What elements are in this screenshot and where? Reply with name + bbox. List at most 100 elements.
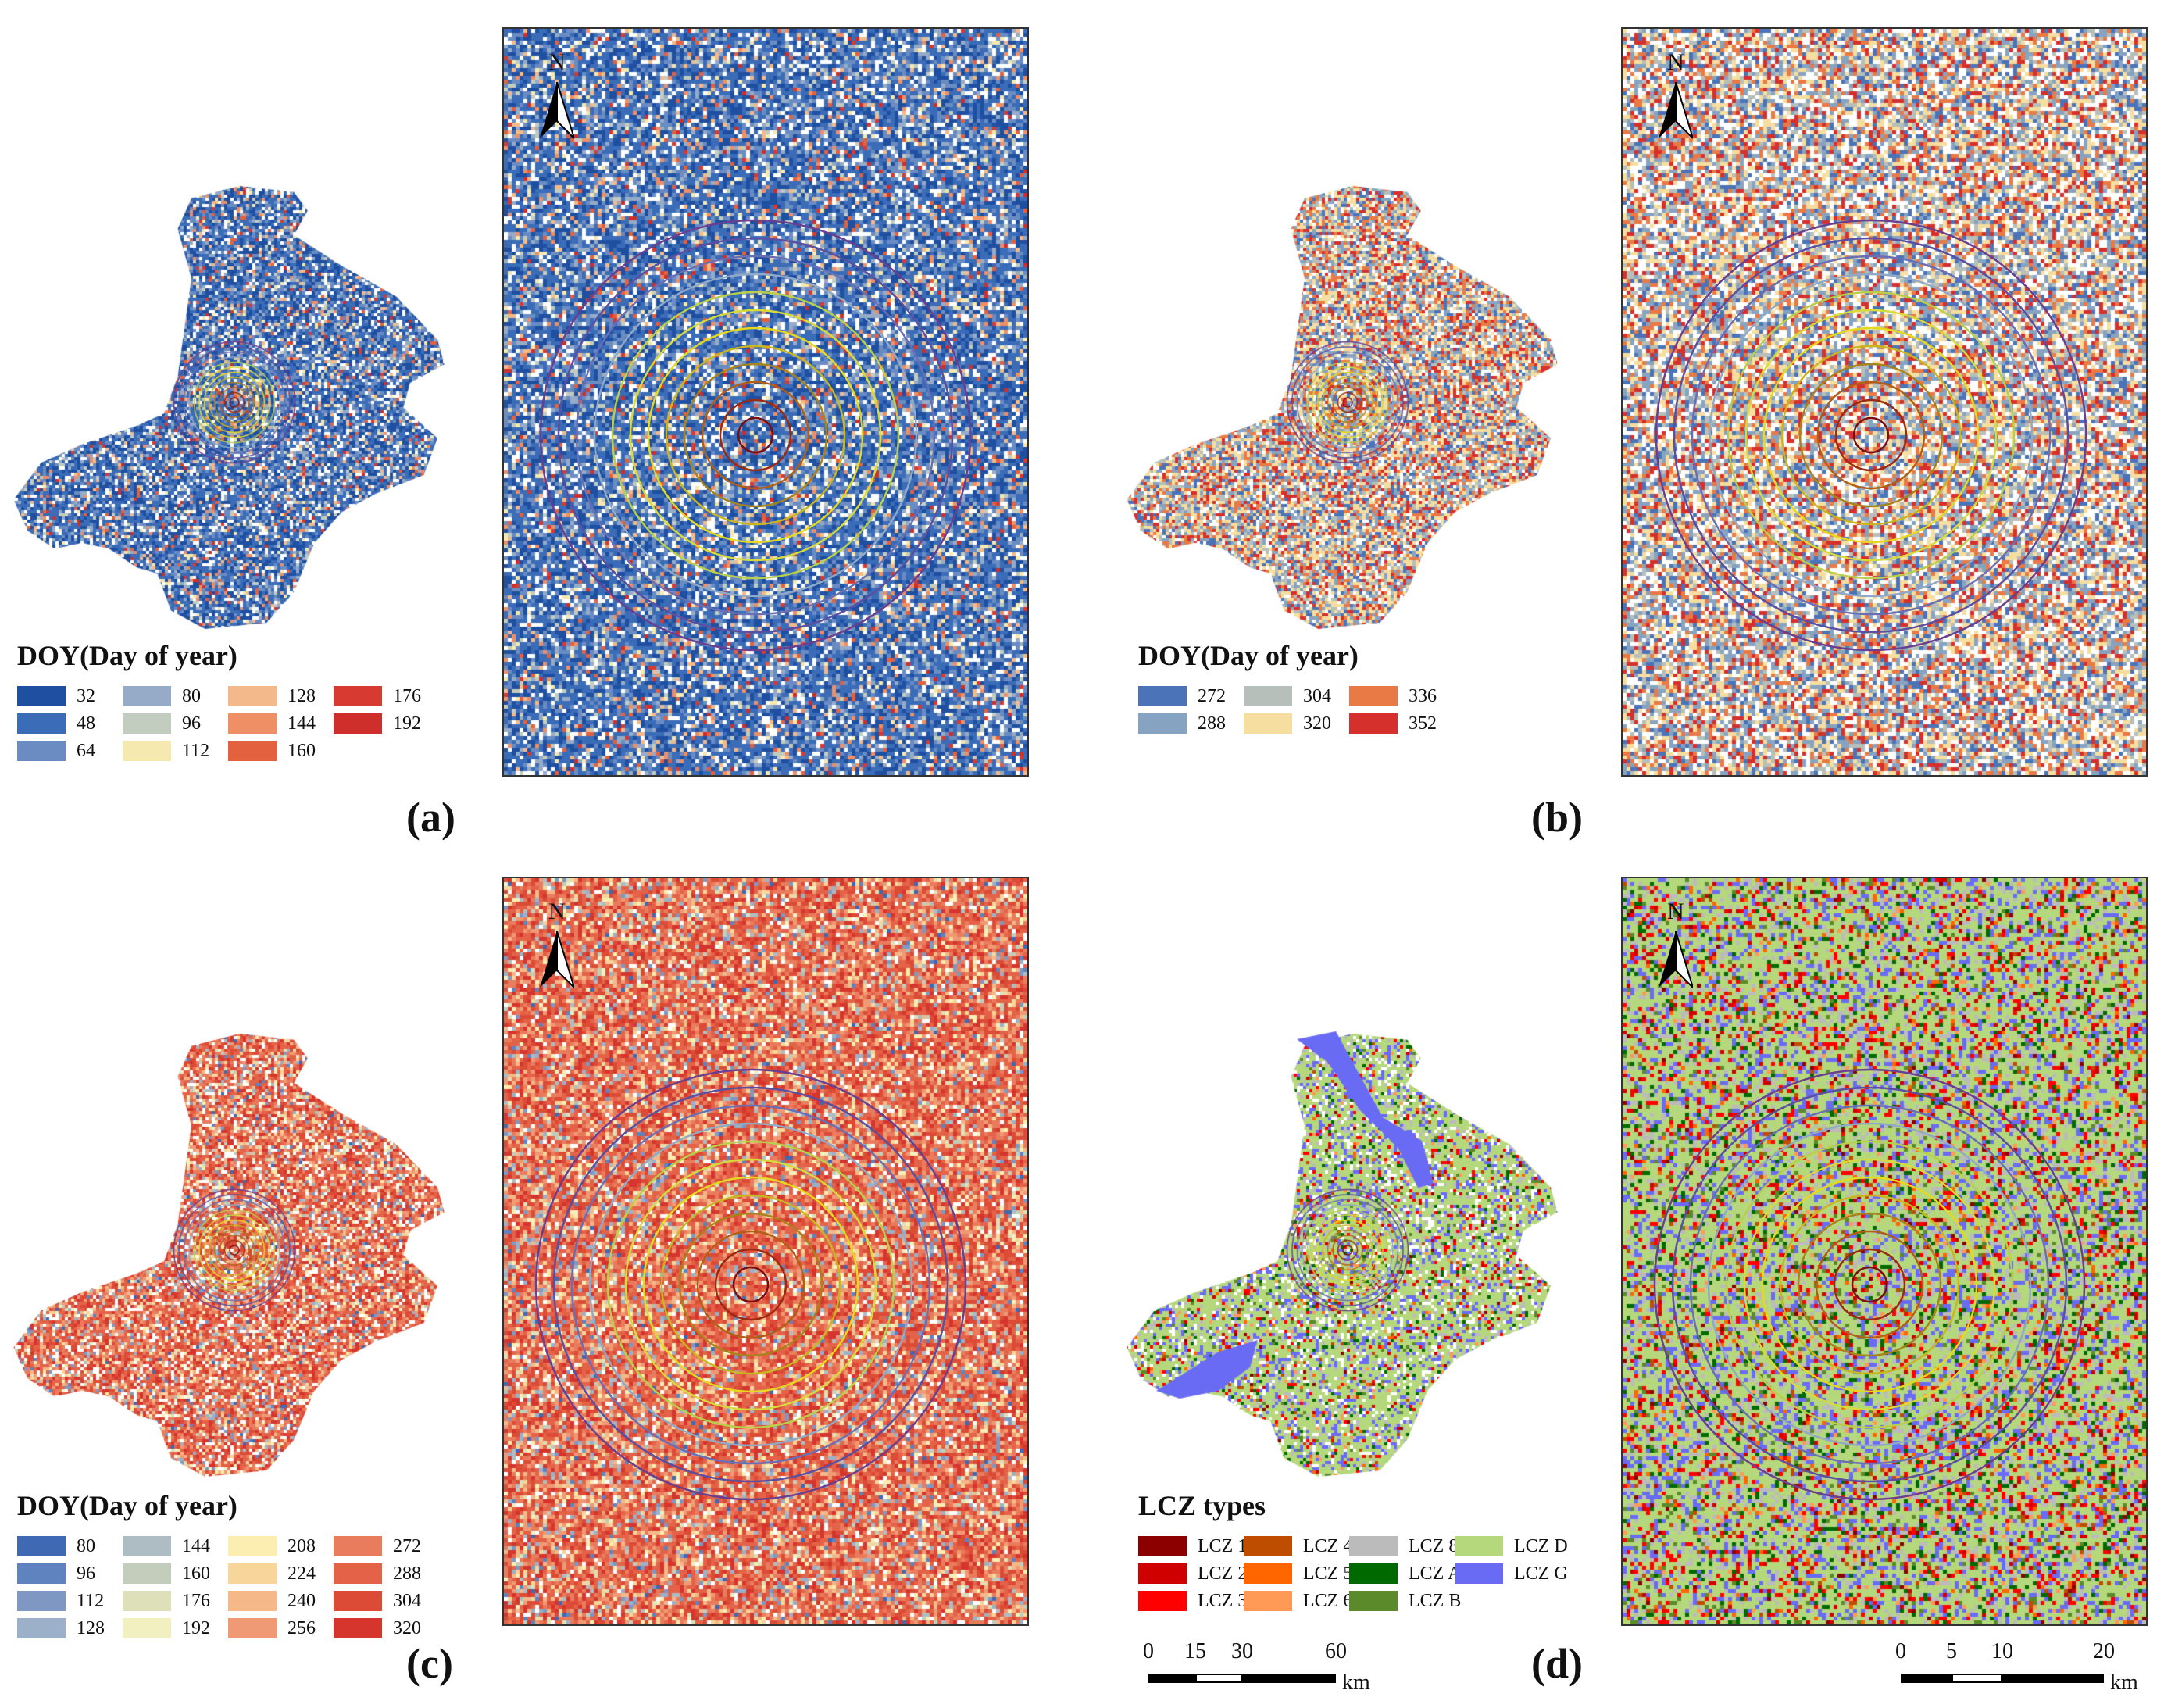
north-label: N (1667, 899, 1684, 924)
buffer-ring (737, 416, 774, 454)
buffer-ring (534, 1068, 967, 1501)
legend-label: 128 (77, 1618, 105, 1638)
buffer-ring (1744, 309, 1998, 562)
legend-label: LCZ A (1409, 1563, 1462, 1584)
legend-label: 96 (182, 713, 201, 734)
legend-a: DOY(Day of year) 32 48 64 80 96 112 128 144 160 1… (17, 639, 421, 761)
legend-label: 336 (1409, 686, 1437, 706)
legend-title: DOY(Day of year) (17, 640, 237, 671)
scale-segment (1901, 1674, 1952, 1683)
legend-label: LCZ B (1409, 1591, 1462, 1611)
legend-swatch (123, 741, 171, 761)
scale-unit: km (2110, 1670, 2138, 1695)
legend-label: LCZ 4 (1303, 1536, 1353, 1556)
scale-tick-label: 5 (1946, 1639, 1957, 1663)
buffer-ring (1653, 1068, 2086, 1501)
legend-label: 288 (1198, 713, 1226, 734)
legend-label: 304 (393, 1591, 421, 1611)
scale-segment (2002, 1674, 2104, 1683)
overview-map-a (12, 176, 457, 637)
buffer-ring (1851, 1266, 1888, 1303)
buffer-ring (1798, 363, 1944, 508)
legend-swatch (1349, 1591, 1398, 1611)
scale-tick-label: 0 (1895, 1639, 1906, 1663)
buffer-ring (719, 398, 792, 472)
legend-label: 144 (182, 1536, 210, 1556)
scale-segment (1148, 1674, 1195, 1683)
legend-swatch (123, 1536, 171, 1556)
north-label: N (1667, 49, 1684, 75)
scale-tick-label: 60 (1325, 1639, 1347, 1663)
legend-label: 272 (393, 1536, 421, 1556)
legend-swatch (1244, 1563, 1292, 1584)
legend-label: 224 (287, 1563, 316, 1584)
legend-label: LCZ 3 (1198, 1591, 1248, 1611)
scale-tick-label: 30 (1231, 1639, 1253, 1663)
scale-tick-label: 15 (1184, 1639, 1206, 1663)
legend-swatch (1138, 1563, 1187, 1584)
buffer-ring (1671, 1086, 2068, 1483)
legend-label: 32 (77, 686, 95, 706)
legend-swatch (17, 1563, 66, 1584)
legend-swatch (228, 1536, 277, 1556)
legend-swatch (1138, 1536, 1187, 1556)
scale-segment (1195, 1674, 1242, 1683)
legend-swatch (1244, 1591, 1292, 1611)
buffer-ring (1709, 273, 2034, 598)
buffer-ring (629, 309, 882, 562)
legend-swatch (1349, 686, 1398, 706)
legend-swatch (334, 686, 382, 706)
legend-label: 288 (393, 1563, 421, 1584)
buffer-ring (611, 291, 900, 580)
panel-label-d: (d) (1531, 1640, 1583, 1687)
scale-segment (1952, 1674, 2002, 1683)
legend-label: 160 (182, 1563, 210, 1584)
buffer-rings (539, 219, 972, 652)
legend-label: LCZ D (1514, 1536, 1568, 1556)
legend-label: 160 (287, 741, 316, 761)
legend-swatch (228, 686, 277, 706)
north-arrow-icon (540, 82, 574, 139)
legend-label: LCZ 6 (1303, 1591, 1353, 1611)
buffer-ring (570, 1104, 931, 1465)
legend-label: LCZ 2 (1198, 1563, 1248, 1584)
legend-swatch (228, 741, 277, 761)
north-arrow: N (1652, 900, 1699, 994)
legend-label: 256 (287, 1618, 316, 1638)
legend-label: LCZ 8 (1409, 1536, 1459, 1556)
buffer-ring (1834, 398, 1908, 472)
buffer-ring (1833, 1248, 1906, 1321)
legend-title: DOY(Day of year) (17, 1490, 237, 1521)
overview-map-c (12, 1024, 457, 1485)
buffer-ring (1761, 1176, 1978, 1393)
legend-label: 128 (287, 686, 316, 706)
scale-tick-label: 0 (1143, 1639, 1154, 1663)
buffer-ring (552, 1086, 949, 1483)
scale-bar-overview: 0 15 30 60 km (1143, 1639, 1383, 1695)
buffer-ring (624, 1158, 877, 1411)
legend-c: DOY(Day of year) 80 96 112 128 144 160 176 192 2… (17, 1489, 421, 1638)
buffer-ring (642, 1176, 859, 1393)
legend-title: DOY(Day of year) (1138, 640, 1359, 671)
buffer-ring (1780, 345, 1962, 526)
buffer-ring (665, 345, 846, 526)
buffer-ring (1691, 255, 2052, 616)
scale-tick-label: 10 (1991, 1639, 2013, 1663)
legend-swatch (334, 1536, 382, 1556)
legend-swatch (334, 1591, 382, 1611)
north-arrow-icon (540, 931, 574, 988)
buffer-rings (1653, 1068, 2086, 1501)
zoom-map-a: N (502, 27, 1029, 777)
buffer-ring (1689, 1104, 2050, 1465)
buffer-ring (660, 1194, 841, 1375)
buffer-rings (1655, 219, 2087, 652)
legend-label: 176 (393, 686, 421, 706)
legend-swatch (123, 686, 171, 706)
legend-label: 112 (77, 1591, 105, 1611)
buffer-ring (696, 1230, 805, 1339)
buffer-ring (1673, 237, 2069, 634)
legend-swatch (1349, 713, 1398, 734)
legend-swatch (334, 713, 382, 734)
buffer-ring (647, 327, 864, 544)
north-arrow-icon (1659, 931, 1693, 988)
